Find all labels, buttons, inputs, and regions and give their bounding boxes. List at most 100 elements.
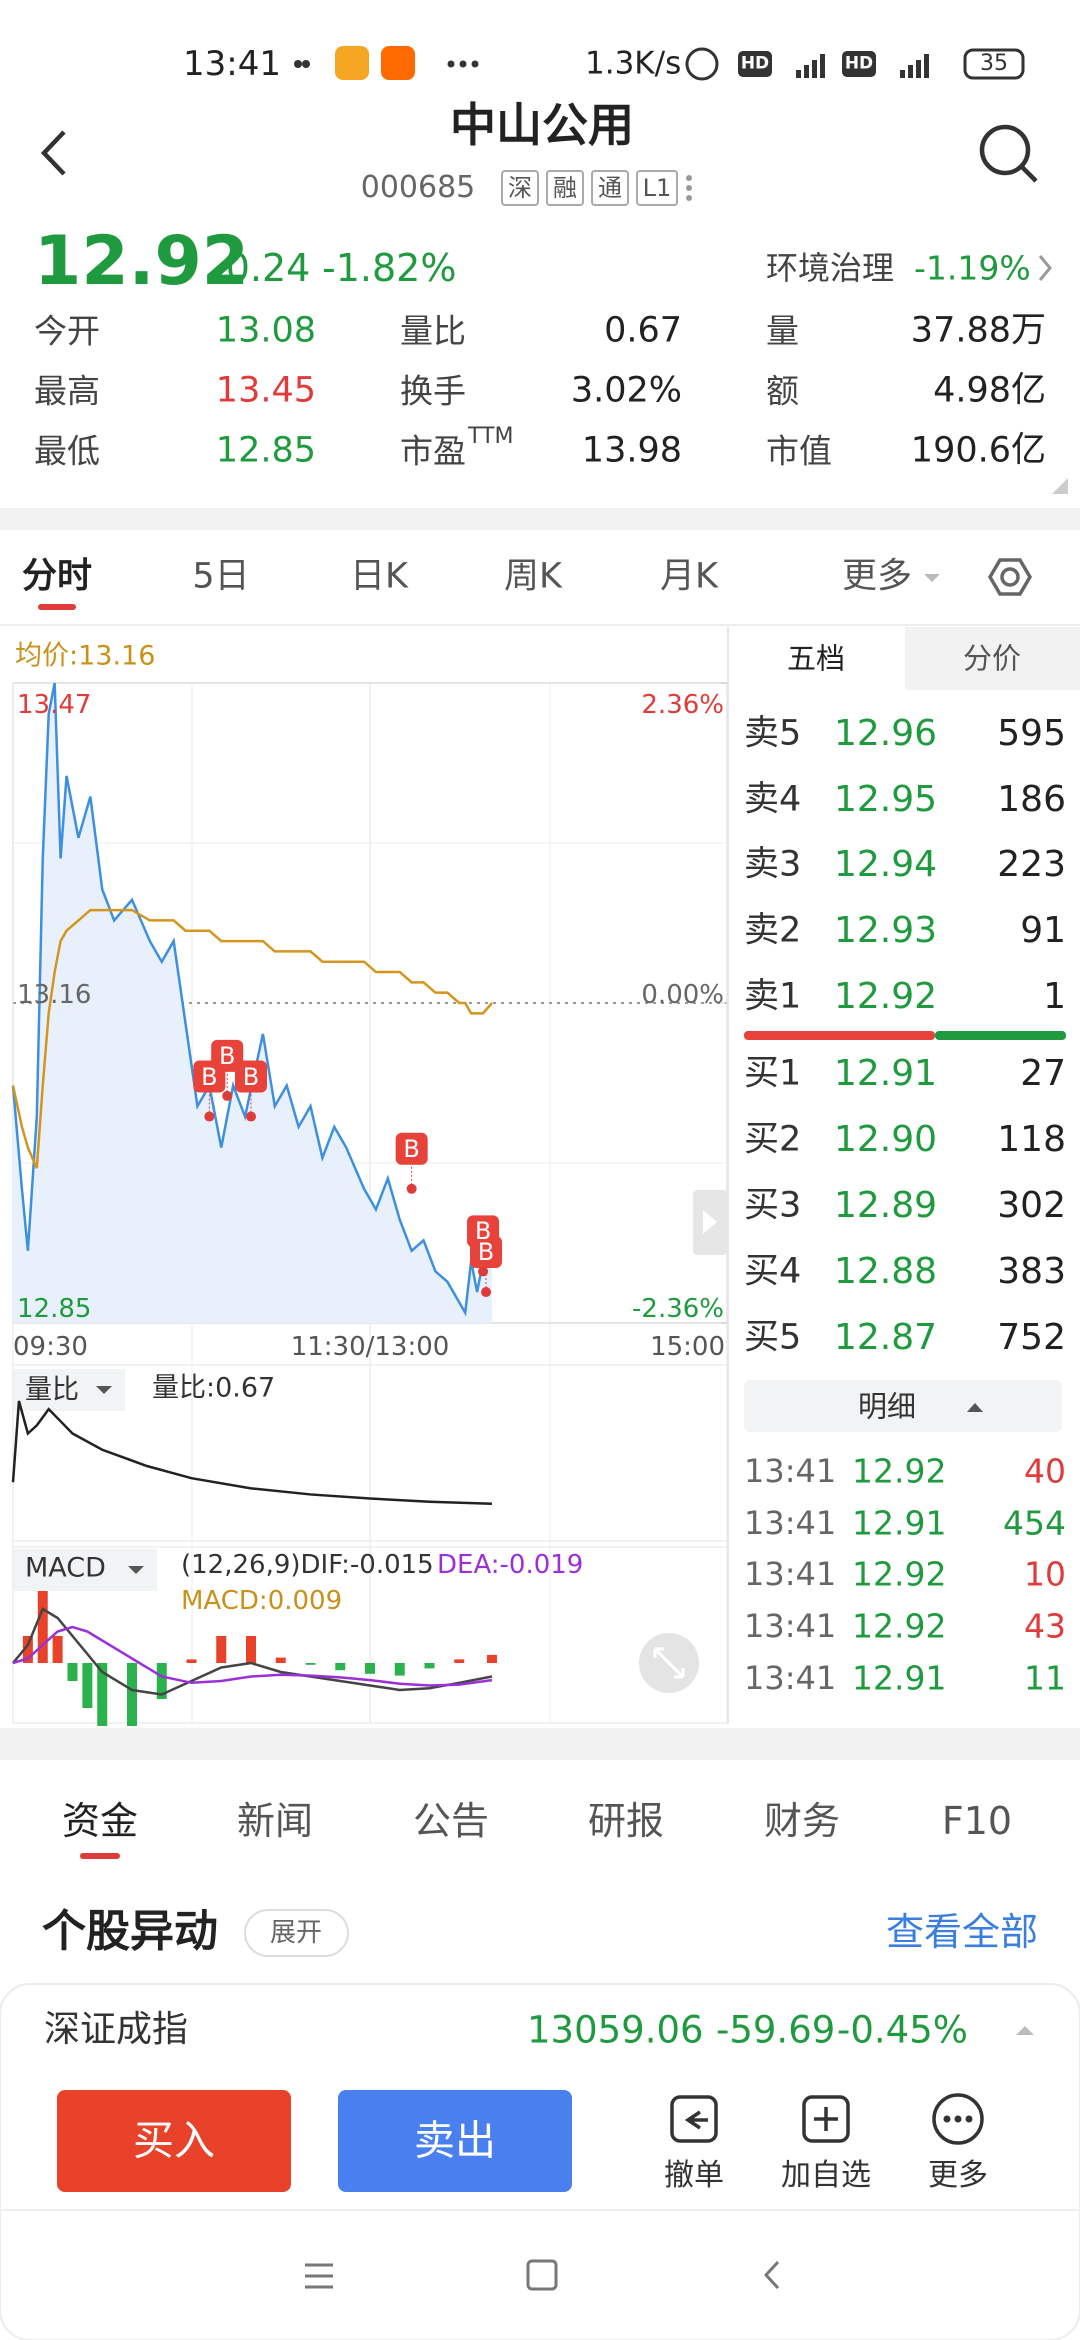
macd-bar [216, 1636, 227, 1663]
stat-value: 4.98亿 [933, 370, 1046, 411]
vol-ratio-value: 量比:0.67 [152, 1372, 276, 1404]
trade-point [478, 1266, 489, 1277]
sell-button[interactable] [338, 2090, 572, 2192]
sell-label[interactable]: 卖出 [414, 2116, 496, 2165]
book-label: 卖5 [744, 713, 802, 754]
vol-ratio-selector: 量比 [25, 1374, 79, 1406]
macd-bar [424, 1663, 435, 1669]
chart-tab[interactable]: 周K [504, 556, 562, 597]
tab-underline [80, 1853, 120, 1859]
book-volume: 223 [997, 844, 1066, 886]
clock: 13:41 [183, 44, 281, 84]
news-tab[interactable]: 公告 [412, 1799, 490, 1843]
dif-line [12, 1607, 493, 1696]
expand-pill[interactable] [244, 1909, 349, 1957]
chart-tab[interactable]: 5日 [192, 556, 250, 597]
y-tick-label: 13.47 [17, 690, 92, 720]
tick-volume: 10 [1024, 1554, 1066, 1594]
book-price: 12.94 [834, 844, 938, 886]
macd-bar [52, 1636, 63, 1663]
tick-price: 12.92 [852, 1606, 947, 1646]
expand-pill-label[interactable]: 展开 [269, 1918, 323, 1948]
book-volume: 118 [997, 1119, 1066, 1160]
stat-label: 量比 [400, 311, 466, 351]
book-tab[interactable]: 五档 [786, 641, 846, 676]
y2-tick-label: 2.36% [641, 690, 724, 720]
bid-bar [935, 1031, 1066, 1040]
book-volume: 1 [1043, 975, 1066, 1017]
book-price: 12.88 [834, 1251, 938, 1292]
macd-bar [186, 1659, 197, 1663]
macd-bar [305, 1663, 316, 1665]
buy-button[interactable] [57, 2090, 291, 2192]
trade-point [204, 1111, 215, 1122]
trade-point [222, 1090, 233, 1101]
book-volume: 302 [997, 1185, 1066, 1226]
tag-box [591, 170, 629, 206]
chart-tab[interactable]: 月K [660, 556, 718, 597]
macd-bar [454, 1659, 465, 1663]
tag: 深 [508, 174, 532, 202]
indicator-box [842, 51, 876, 77]
chart-tab[interactable]: 分时 [21, 556, 93, 597]
search-button[interactable] [979, 124, 1038, 183]
macd-bar [365, 1663, 375, 1674]
book-tab[interactable]: 分价 [962, 641, 1022, 676]
macd-bar [37, 1591, 48, 1663]
tag: 通 [598, 174, 622, 202]
tool-label[interactable]: 加自选 [781, 2158, 871, 2193]
trade-label: B [218, 1041, 236, 1070]
book-volume: 595 [997, 713, 1066, 754]
tab-underline [38, 604, 76, 610]
index-change-pct: -0.45% [837, 2008, 968, 2052]
trade-badge [395, 1132, 428, 1165]
sector-name[interactable]: 环境治理 [766, 249, 895, 287]
arrow [703, 1210, 717, 1234]
trade-point [246, 1111, 256, 1122]
buy-label[interactable]: 买入 [133, 2116, 215, 2165]
index-value: 13059.06 [527, 2008, 704, 2052]
news-tab[interactable]: F10 [941, 1799, 1013, 1843]
back-button[interactable] [40, 130, 66, 176]
tool-label[interactable]: 更多 [928, 2158, 988, 2193]
view-all-link[interactable]: 查看全部 [885, 1910, 1038, 1954]
stat-value: 3.02% [570, 370, 682, 411]
stat-label: 量 [766, 311, 799, 351]
caret [967, 1403, 983, 1412]
trade-label: B [474, 1217, 492, 1246]
indicator-box [738, 51, 772, 77]
macd-bar [486, 1654, 497, 1663]
chart-tab[interactable]: 更多 [841, 556, 913, 597]
stock-name: 中山公用 [450, 98, 634, 152]
tick-price: 12.91 [852, 1503, 947, 1543]
section-gap [0, 508, 1080, 530]
tag-box [501, 170, 539, 206]
y-tick-label: 13.16 [17, 980, 92, 1010]
news-tab[interactable]: 资金 [61, 1799, 139, 1843]
trade-label: B [242, 1062, 260, 1091]
expand-icon [653, 1647, 685, 1679]
tick-price: 12.91 [852, 1658, 947, 1698]
more-menu[interactable] [686, 175, 692, 201]
settings-button[interactable] [987, 558, 1033, 596]
news-tab[interactable]: 研报 [587, 1799, 665, 1843]
macd-bar [82, 1663, 93, 1708]
detail-header[interactable] [744, 1380, 1062, 1432]
macd-bar [275, 1657, 286, 1663]
macd-bar [335, 1663, 346, 1671]
price-change-pct: -1.82% [322, 246, 457, 290]
status-icons [294, 46, 1025, 81]
tag-box [636, 170, 678, 206]
book-label: 卖4 [744, 779, 802, 820]
more-dots [943, 2115, 973, 2123]
stat-label: 最低 [34, 431, 100, 471]
news-tab[interactable]: 新闻 [236, 1799, 314, 1843]
tool-label[interactable]: 撤单 [664, 2158, 724, 2193]
chart-tab[interactable]: 日K [350, 556, 408, 597]
macd-selector: MACD [25, 1552, 106, 1584]
book-price: 12.91 [834, 1053, 938, 1094]
x-tick-label: 15:00 [650, 1332, 725, 1362]
news-tab[interactable]: 财务 [763, 1799, 841, 1843]
tick-volume: 40 [1024, 1451, 1066, 1491]
